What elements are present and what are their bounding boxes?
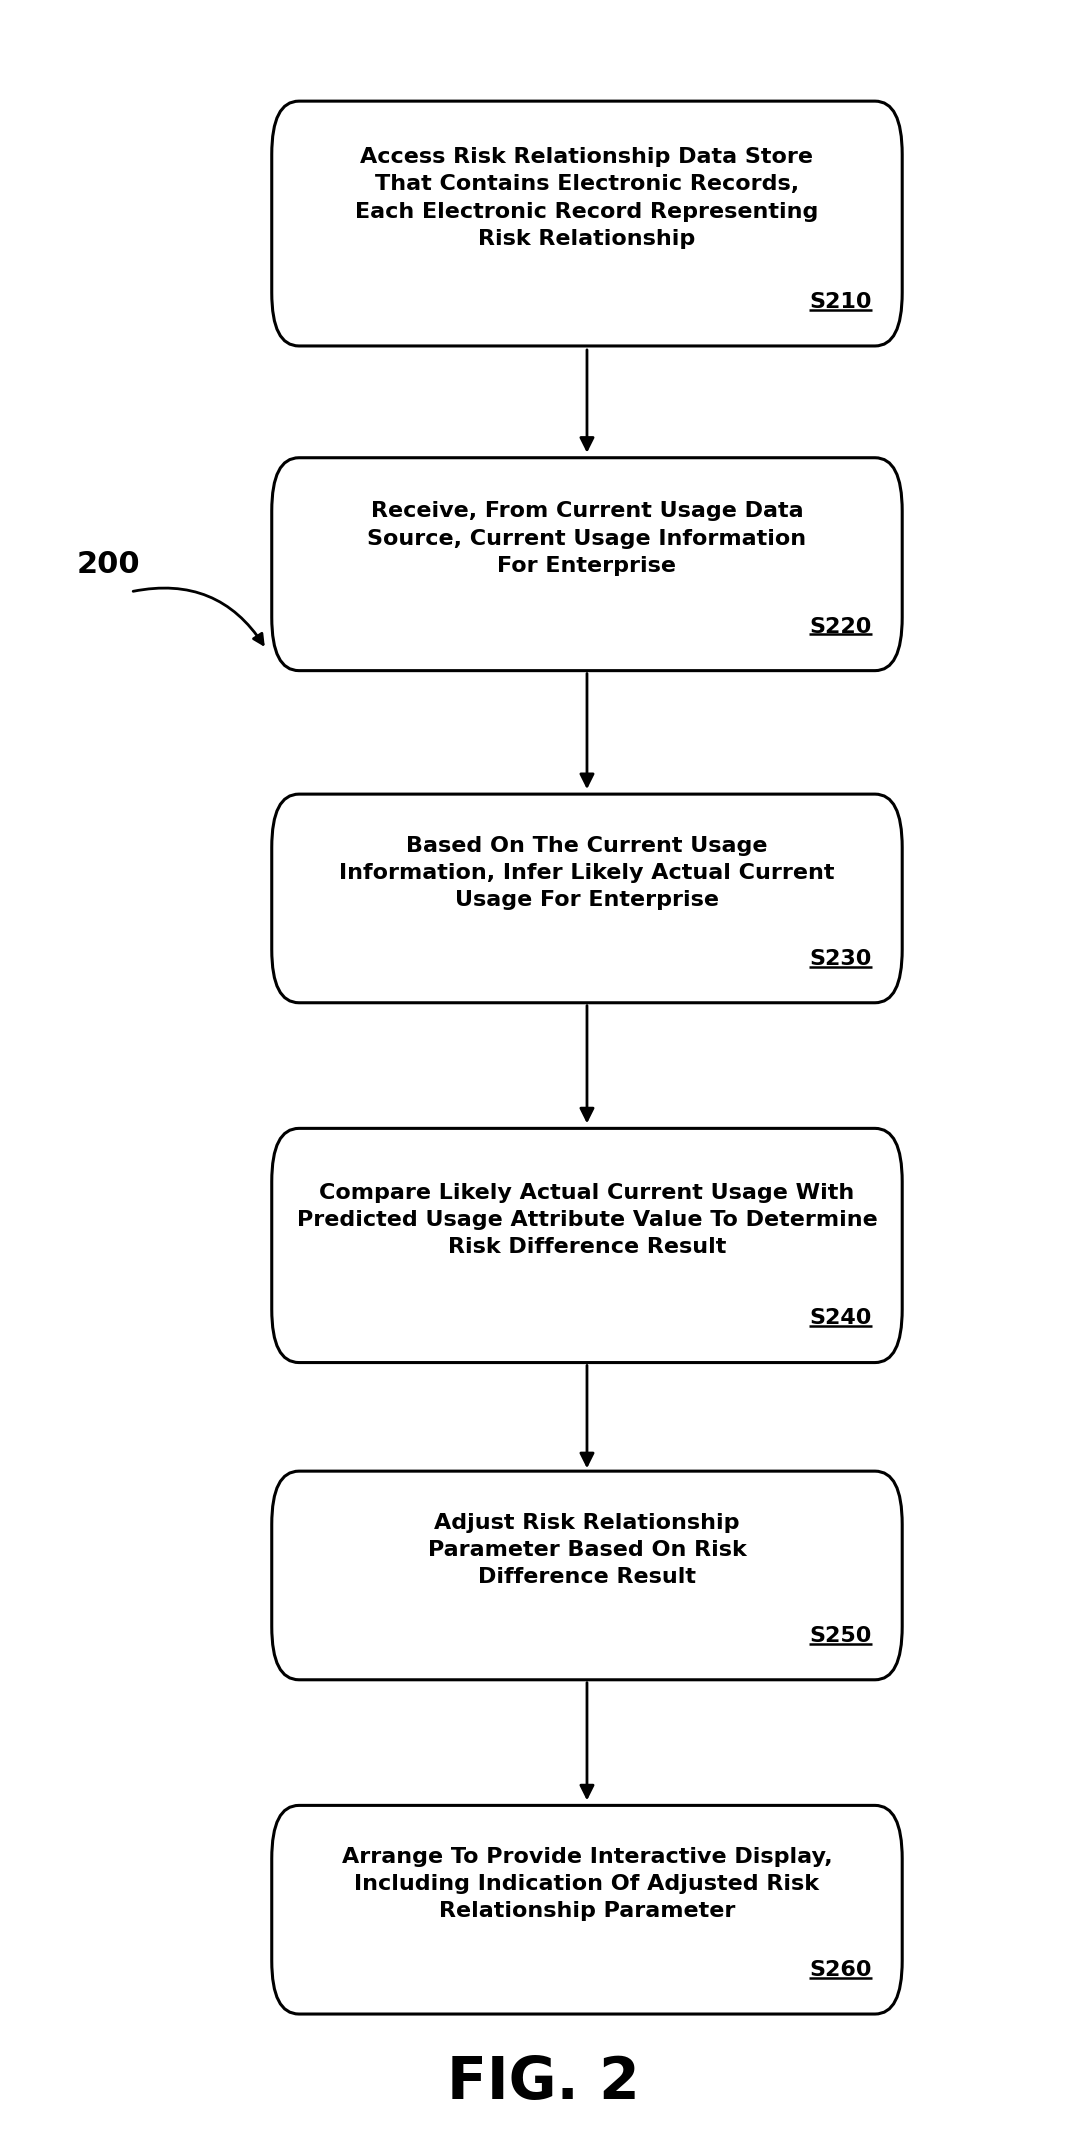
Text: Access Risk Relationship Data Store
That Contains Electronic Records,
Each Elect: Access Risk Relationship Data Store That… <box>355 147 819 249</box>
Text: 200: 200 <box>77 549 140 579</box>
FancyBboxPatch shape <box>272 100 902 345</box>
Text: Arrange To Provide Interactive Display,
Including Indication Of Adjusted Risk
Re: Arrange To Provide Interactive Display, … <box>341 1848 833 1920</box>
Text: S260: S260 <box>810 1961 872 1980</box>
Text: S230: S230 <box>810 950 872 969</box>
Text: Adjust Risk Relationship
Parameter Based On Risk
Difference Result: Adjust Risk Relationship Parameter Based… <box>427 1514 747 1586</box>
FancyBboxPatch shape <box>272 1805 902 2014</box>
Text: S240: S240 <box>810 1309 872 1328</box>
Text: Compare Likely Actual Current Usage With
Predicted Usage Attribute Value To Dete: Compare Likely Actual Current Usage With… <box>297 1184 877 1256</box>
Text: FIG. 2: FIG. 2 <box>447 2054 640 2110</box>
Text: S250: S250 <box>810 1627 872 1646</box>
Text: S210: S210 <box>810 292 872 311</box>
Text: S220: S220 <box>810 617 872 637</box>
Text: Receive, From Current Usage Data
Source, Current Usage Information
For Enterpris: Receive, From Current Usage Data Source,… <box>367 502 807 575</box>
Text: Based On The Current Usage
Information, Infer Likely Actual Current
Usage For En: Based On The Current Usage Information, … <box>339 837 835 909</box>
FancyBboxPatch shape <box>272 1471 902 1680</box>
FancyBboxPatch shape <box>272 794 902 1003</box>
FancyBboxPatch shape <box>272 458 902 671</box>
FancyBboxPatch shape <box>272 1128 902 1363</box>
